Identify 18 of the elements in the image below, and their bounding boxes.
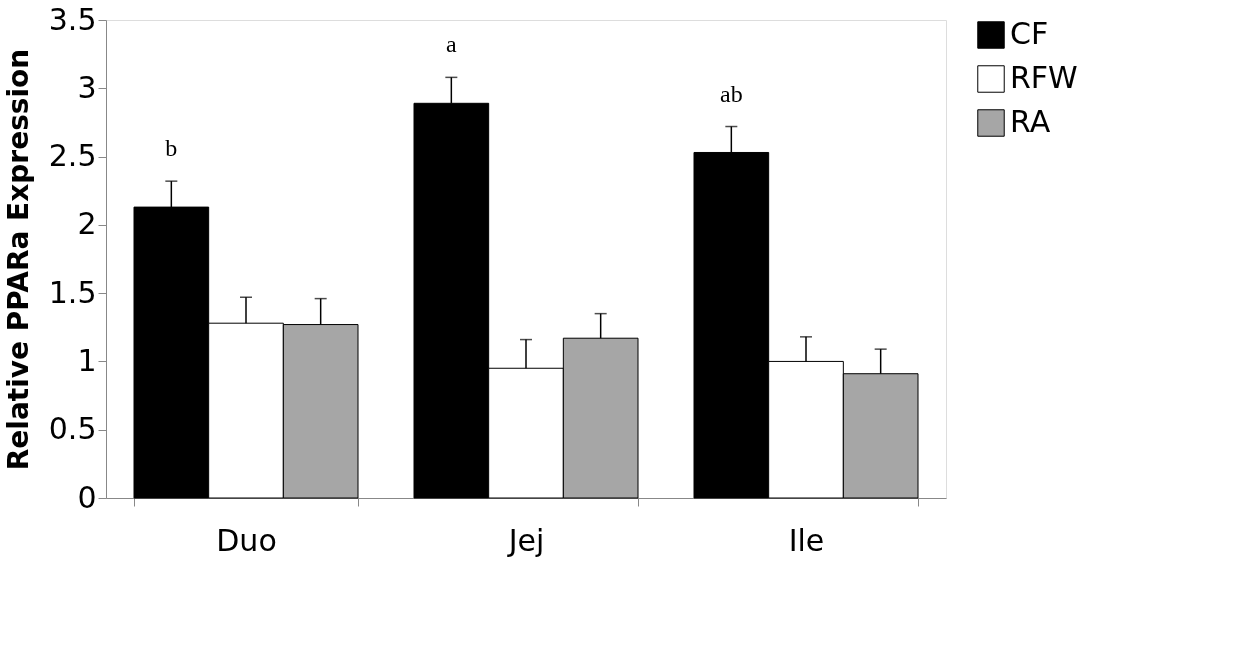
- y-tick-label: 2.5: [48, 138, 97, 174]
- y-tick-label: 3.5: [48, 1, 97, 37]
- annotation: ab: [720, 80, 743, 107]
- legend-label: CF: [1010, 16, 1049, 51]
- legend-label: RFW: [1010, 60, 1078, 95]
- y-tick-label: 3: [77, 69, 97, 105]
- annotation: a: [446, 31, 458, 58]
- y-tick-label: 1.5: [48, 274, 97, 310]
- x-tick-label: Jej: [506, 522, 545, 558]
- y-axis-title: Relative PPARa Expression: [1, 48, 35, 471]
- x-tick-label: Duo: [216, 522, 277, 558]
- y-tick-label: 0.5: [48, 411, 97, 447]
- legend-label: RA: [1010, 104, 1051, 139]
- y-tick-label: 1: [77, 342, 97, 378]
- y-tick-label: 2: [77, 206, 97, 242]
- x-tick-label: Ile: [788, 522, 825, 558]
- annotation: b: [165, 135, 178, 162]
- y-tick-label: 0: [77, 479, 97, 515]
